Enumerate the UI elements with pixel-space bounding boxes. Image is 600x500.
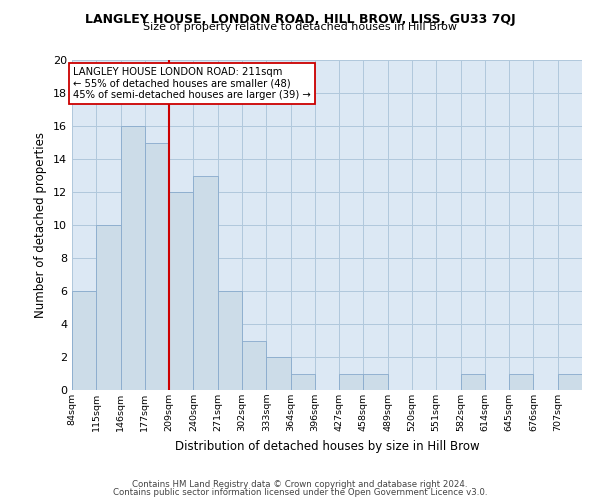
Bar [96, 225, 121, 390]
Bar [266, 357, 290, 390]
Y-axis label: Number of detached properties: Number of detached properties [34, 132, 47, 318]
Text: Contains public sector information licensed under the Open Government Licence v3: Contains public sector information licen… [113, 488, 487, 497]
Bar [72, 291, 96, 390]
Text: LANGLEY HOUSE LONDON ROAD: 211sqm
← 55% of detached houses are smaller (48)
45% : LANGLEY HOUSE LONDON ROAD: 211sqm ← 55% … [73, 66, 311, 100]
X-axis label: Distribution of detached houses by size in Hill Brow: Distribution of detached houses by size … [175, 440, 479, 452]
Bar [558, 374, 582, 390]
Bar [364, 374, 388, 390]
Bar [242, 340, 266, 390]
Bar [461, 374, 485, 390]
Bar [121, 126, 145, 390]
Bar [145, 142, 169, 390]
Bar [339, 374, 364, 390]
Text: Contains HM Land Registry data © Crown copyright and database right 2024.: Contains HM Land Registry data © Crown c… [132, 480, 468, 489]
Bar [218, 291, 242, 390]
Bar [509, 374, 533, 390]
Bar [193, 176, 218, 390]
Bar [169, 192, 193, 390]
Text: LANGLEY HOUSE, LONDON ROAD, HILL BROW, LISS, GU33 7QJ: LANGLEY HOUSE, LONDON ROAD, HILL BROW, L… [85, 12, 515, 26]
Bar [290, 374, 315, 390]
Text: Size of property relative to detached houses in Hill Brow: Size of property relative to detached ho… [143, 22, 457, 32]
